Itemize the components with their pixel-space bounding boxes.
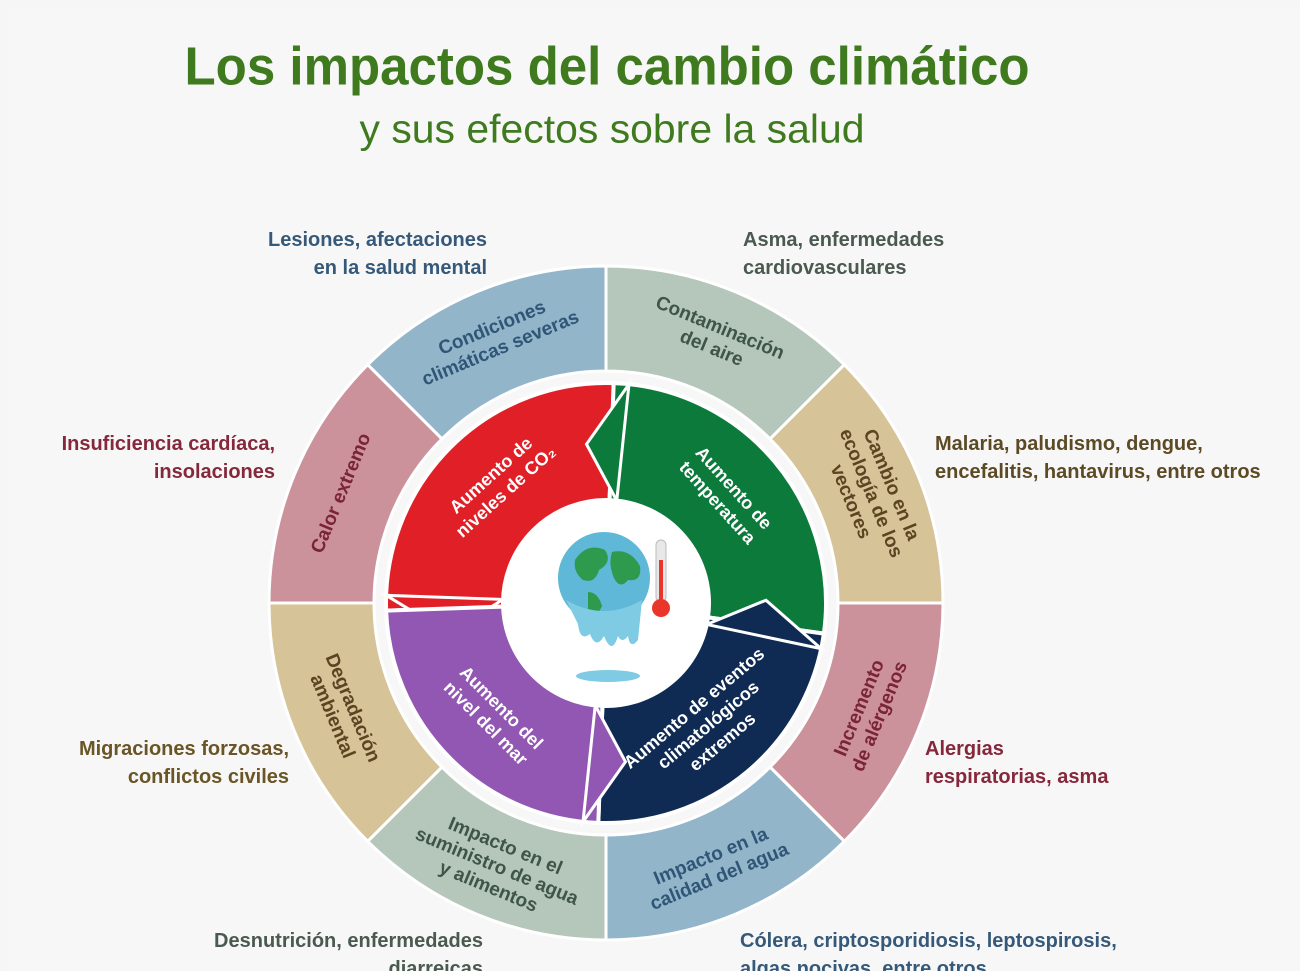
effect-line: algas nocivas, entre otros (740, 958, 987, 971)
effect-line: Malaria, paludismo, dengue, (935, 433, 1203, 455)
effect-line: en la salud mental (314, 257, 487, 279)
effect-line: respiratorias, asma (925, 766, 1109, 788)
thermometer-fill (659, 560, 663, 602)
effect-line: conflictos civiles (128, 766, 289, 788)
effect-line: Insuficiencia cardíaca, (62, 433, 275, 455)
effect-line: Desnutrición, enfermedades (214, 930, 483, 952)
effect-line: encefalitis, hantavirus, entre otros (935, 461, 1261, 483)
effect-line: Migraciones forzosas, (79, 738, 289, 760)
thermometer-bulb (652, 599, 670, 617)
effect-line: Asma, enfermedades (743, 229, 944, 251)
puddle (576, 670, 640, 682)
effect-line: Cólera, criptosporidiosis, leptospirosis… (740, 930, 1117, 952)
effect-line: insolaciones (154, 461, 275, 483)
subtitle: y sus efectos sobre la salud (360, 108, 865, 152)
center-globe (503, 500, 709, 706)
effect-line: Alergias (925, 738, 1004, 760)
infographic: Los impactos del cambio climático y sus … (0, 0, 1300, 971)
title: Los impactos del cambio climático (185, 36, 1030, 96)
effect-line: diarreicas (388, 958, 483, 971)
effect-line: Lesiones, afectaciones (268, 229, 487, 251)
effect-line: cardiovasculares (743, 257, 906, 279)
